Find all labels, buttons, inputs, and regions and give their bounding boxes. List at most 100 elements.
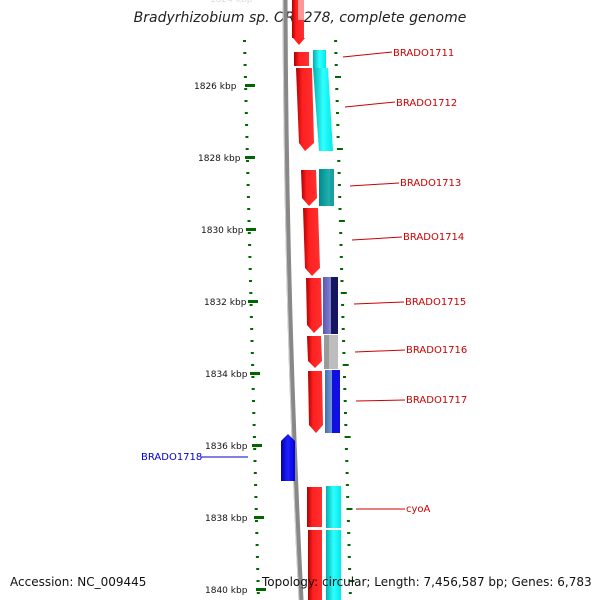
minor-tick	[249, 316, 253, 318]
minor-tick	[250, 328, 254, 330]
minor-tick	[337, 160, 341, 162]
scale-tick: 1834 kbp	[205, 370, 260, 380]
minor-tick	[336, 112, 339, 114]
minor-tick	[254, 508, 258, 510]
minor-tick	[334, 40, 338, 42]
minor-tick	[253, 460, 257, 462]
gene-label-brado1716[interactable]: BRADO1716	[406, 345, 467, 356]
sequence-backbone	[282, 0, 304, 600]
gene-brado1715[interactable]	[306, 277, 338, 334]
gene-label-brado1712[interactable]: BRADO1712	[396, 98, 457, 109]
minor-tick	[343, 376, 346, 378]
minor-tick	[246, 196, 250, 198]
minor-tick	[336, 148, 343, 150]
sequence-backbone-highlight	[282, 0, 300, 600]
minor-tick	[244, 112, 248, 114]
faded-tick-label: 1824 kbp	[210, 0, 253, 5]
scale-tick-label: 1826 kbp	[194, 82, 237, 92]
minor-tick	[334, 64, 338, 66]
minor-ticks-right	[334, 40, 355, 594]
minor-tick	[254, 496, 258, 498]
minor-tick	[243, 52, 247, 54]
minor-tick	[246, 172, 250, 174]
gene-brado1712[interactable]	[296, 68, 333, 151]
gene-fragment-top	[292, 0, 305, 45]
scale-tick-label: 1838 kbp	[205, 514, 248, 524]
gene-cyoa[interactable]	[307, 486, 341, 528]
gene-brado1713[interactable]	[301, 169, 334, 206]
minor-tick	[346, 508, 353, 510]
minor-tick	[256, 580, 260, 582]
minor-tick	[250, 340, 254, 342]
minor-tick	[335, 100, 339, 102]
minor-tick	[344, 412, 347, 414]
minor-tick	[249, 280, 252, 282]
minor-tick	[255, 532, 259, 534]
gene-brado1714[interactable]	[303, 208, 320, 276]
minor-tick	[345, 484, 349, 486]
gene-brado1717[interactable]	[308, 370, 340, 433]
minor-tick	[254, 484, 258, 486]
minor-tick	[341, 304, 345, 306]
minor-tick	[336, 136, 340, 138]
minor-tick	[243, 76, 247, 78]
minor-tick	[244, 88, 248, 90]
minor-tick	[348, 580, 355, 582]
scale-tick: 1826 kbp	[194, 82, 255, 92]
minor-tick	[247, 208, 251, 210]
scale-tick-label: 1840 kbp	[205, 586, 248, 596]
gene-brado1711[interactable]	[294, 50, 326, 68]
minor-tick	[245, 136, 249, 138]
minor-ticks-left	[243, 40, 260, 594]
minor-tick	[346, 496, 350, 498]
minor-tick	[255, 544, 259, 546]
minor-tick	[249, 292, 253, 294]
minor-tick	[248, 244, 252, 246]
minor-tick	[252, 436, 256, 438]
gene-label-brado1717[interactable]: BRADO1717	[406, 395, 467, 406]
label-leaders	[201, 51, 406, 510]
minor-tick	[247, 232, 251, 234]
minor-tick	[339, 232, 343, 234]
minor-tick	[255, 556, 259, 558]
gene-label-brado1718[interactable]: BRADO1718	[141, 452, 202, 463]
minor-tick	[247, 220, 251, 222]
minor-tick	[338, 196, 342, 198]
minor-tick	[334, 52, 338, 54]
gene-labels: BRADO1711 BRADO1712 BRADO1713 BRADO1714 …	[141, 48, 467, 515]
minor-tick	[344, 436, 351, 438]
scale-axis: 1826 kbp 1828 kbp 1830 kbp 1832 kbp 1834…	[194, 40, 355, 596]
minor-tick	[256, 592, 260, 594]
scale-tick: 1828 kbp	[198, 154, 255, 164]
minor-tick	[345, 460, 349, 462]
accession-text: Accession: NC_009445	[10, 575, 147, 589]
minor-tick	[335, 76, 341, 78]
minor-tick	[342, 364, 349, 366]
scale-tick-label: 1828 kbp	[198, 154, 241, 164]
gene-brado1716[interactable]	[307, 335, 338, 369]
gene-label-brado1714[interactable]: BRADO1714	[403, 232, 464, 243]
minor-tick	[343, 400, 347, 402]
minor-tick	[340, 268, 344, 270]
gene-brado1718[interactable]	[281, 434, 295, 481]
gene-label-brado1715[interactable]: BRADO1715	[405, 297, 466, 308]
minor-tick	[243, 64, 247, 66]
scale-tick: 1838 kbp	[205, 514, 264, 524]
scale-tick-label: 1830 kbp	[201, 226, 244, 236]
minor-tick	[338, 220, 345, 222]
minor-tick	[251, 388, 255, 390]
gene-label-brado1713[interactable]: BRADO1713	[400, 178, 461, 189]
minor-tick	[245, 148, 249, 150]
minor-tick	[246, 160, 249, 162]
gene-label-brado1711[interactable]: BRADO1711	[393, 48, 454, 59]
gene-fragment-bottom	[308, 530, 341, 600]
minor-tick	[251, 376, 255, 378]
scale-tick-label: 1832 kbp	[204, 298, 247, 308]
minor-tick	[337, 172, 341, 174]
minor-tick	[252, 424, 256, 426]
gene-label-cyoa[interactable]: cyoA	[406, 504, 431, 515]
scale-tick: 1840 kbp	[205, 586, 266, 596]
scale-tick-label: 1836 kbp	[205, 442, 248, 452]
minor-tick	[348, 568, 352, 570]
minor-tick	[244, 100, 248, 102]
